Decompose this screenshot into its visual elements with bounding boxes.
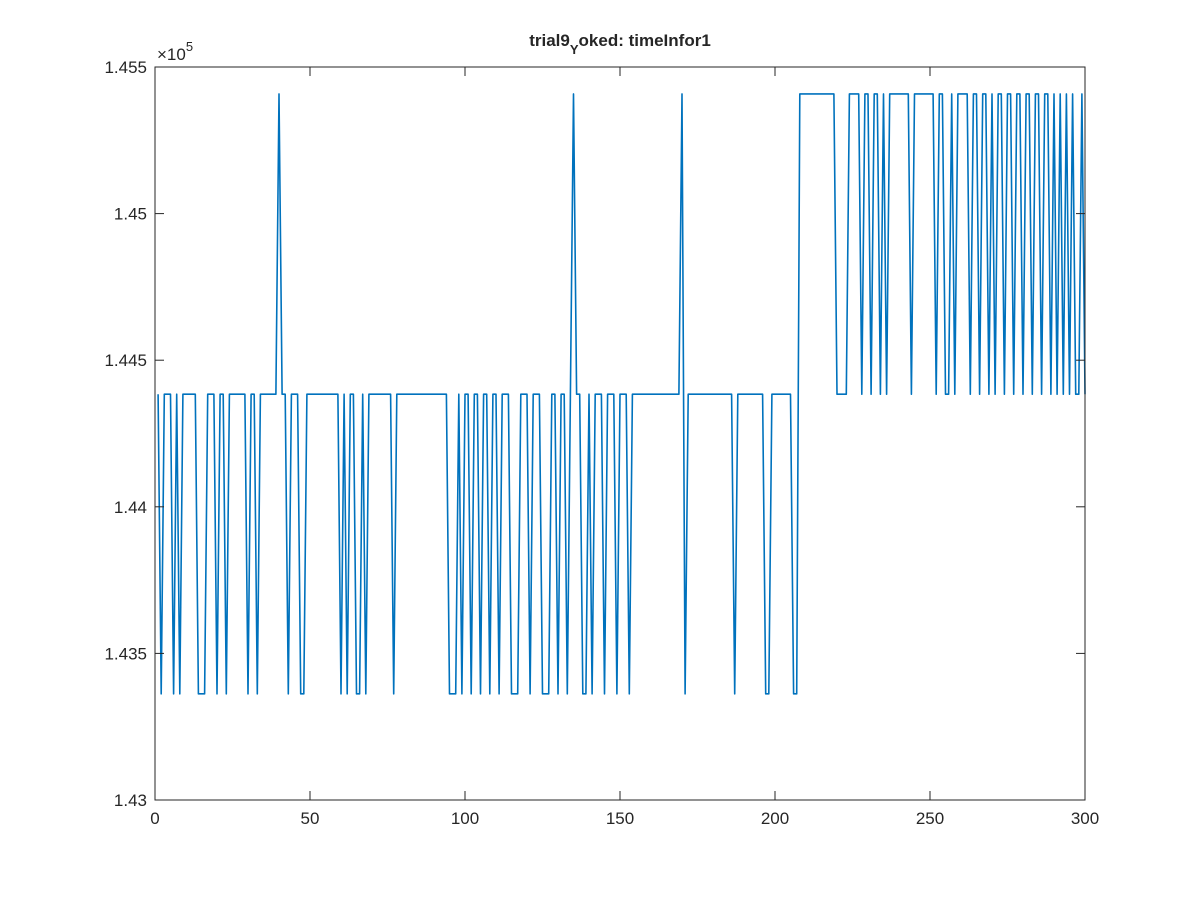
y-multiplier: ×105 (157, 39, 193, 64)
title-part: oked: timeInfor1 (579, 31, 711, 50)
x-tick-label: 200 (761, 809, 789, 828)
x-tick-label: 300 (1071, 809, 1099, 828)
data-line (157, 93, 1086, 695)
y-tick-label: 1.45 (114, 205, 147, 224)
y-tick-label: 1.435 (104, 644, 147, 663)
x-tick-label: 50 (301, 809, 320, 828)
multiplier-base: ×10 (157, 45, 186, 64)
y-tick-label: 1.44 (114, 498, 147, 517)
x-tick-label: 0 (150, 809, 159, 828)
title-subscript: Y (570, 42, 579, 57)
chart-title: trial9Yoked: timeInfor1 (529, 31, 711, 57)
x-tick-label: 100 (451, 809, 479, 828)
y-tick-label: 1.455 (104, 58, 147, 77)
x-tick-label: 250 (916, 809, 944, 828)
title-part: trial9 (529, 31, 570, 50)
y-tick-label: 1.445 (104, 351, 147, 370)
multiplier-exponent: 5 (186, 39, 193, 54)
y-tick-label: 1.43 (114, 791, 147, 810)
x-tick-label: 150 (606, 809, 634, 828)
